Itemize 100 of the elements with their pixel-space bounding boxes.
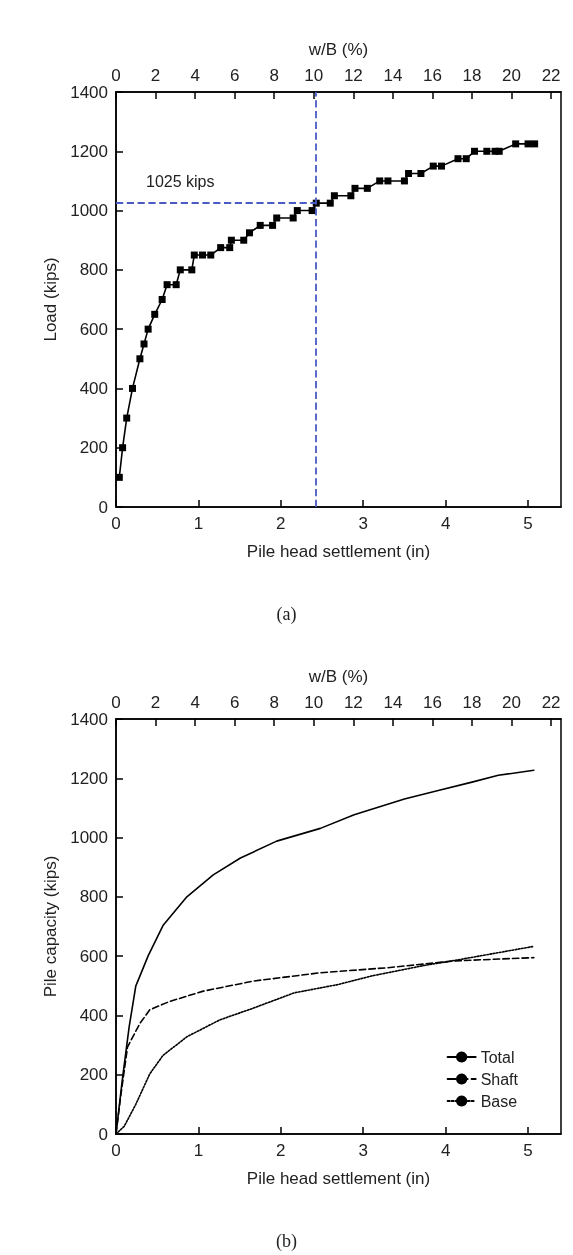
x2-tick-label: 20 [502, 693, 522, 712]
x-tick-label: 5 [523, 1141, 533, 1160]
y-tick-label: 1200 [70, 768, 108, 788]
x2-tick-label: 12 [343, 693, 363, 712]
point [256, 221, 264, 229]
point [454, 155, 462, 163]
x2-tick-label: 0 [111, 693, 121, 712]
x2-tick-label: 4 [190, 66, 200, 85]
x-tick-label: 2 [276, 514, 286, 533]
point [207, 251, 215, 259]
x-tick-label: 0 [111, 1141, 121, 1160]
point [144, 325, 152, 333]
y-tick-label: 400 [79, 378, 108, 398]
point [217, 244, 225, 252]
y-axis-title: Pile capacity (kips) [41, 855, 61, 998]
point [326, 199, 334, 207]
y-tick-label: 0 [98, 497, 108, 517]
point [429, 162, 437, 170]
point [188, 266, 196, 274]
x2-tick-label: 12 [343, 66, 363, 85]
x2-tick-label: 6 [229, 693, 240, 712]
x2-axis-title: w/B (%) [307, 40, 369, 59]
y-tick-label: 1000 [70, 201, 108, 221]
x2-tick-label: 22 [541, 66, 561, 85]
x-tick-label: 2 [276, 1141, 286, 1160]
x-tick-label: 1 [193, 1141, 204, 1160]
point [384, 177, 392, 185]
x-tick-label: 5 [523, 514, 533, 533]
y-tick-label: 200 [79, 438, 108, 458]
x-tick-label: 3 [358, 514, 368, 533]
y-tick-label: 0 [98, 1124, 108, 1144]
x2-tick-label: 4 [190, 693, 200, 712]
x2-tick-label: 16 [422, 66, 442, 85]
x-axis-title: Pile head settlement (in) [246, 542, 431, 561]
point [163, 281, 171, 289]
point [293, 207, 301, 215]
y-tick-label: 800 [79, 260, 108, 280]
x2-tick-label: 0 [111, 66, 121, 85]
y-tick-label: 600 [79, 319, 108, 339]
point [227, 236, 235, 244]
point [512, 140, 520, 148]
y-tick-label: 1000 [70, 828, 108, 848]
point [136, 355, 144, 363]
point [289, 214, 297, 222]
point [240, 236, 248, 244]
point [151, 310, 159, 318]
point [226, 244, 234, 252]
x-tick-label: 0 [111, 514, 121, 533]
point [417, 170, 425, 178]
text: (b) [276, 1231, 298, 1252]
point [158, 296, 166, 303]
x2-tick-label: 16 [422, 693, 442, 712]
y-axis-title: Load (kips) [41, 257, 61, 342]
y-tick-label: 1200 [70, 141, 108, 161]
point [470, 147, 478, 155]
point [128, 384, 136, 392]
x2-tick-label: 18 [462, 66, 482, 85]
legend-label: Total [480, 1048, 515, 1066]
y-tick-label: 800 [79, 887, 108, 907]
x-tick-label: 4 [440, 514, 451, 533]
x2-axis-title: w/B (%) [307, 667, 369, 686]
x2-tick-label: 2 [150, 693, 161, 712]
point [483, 147, 491, 155]
point [115, 473, 123, 481]
x2-tick-label: 10 [304, 693, 324, 712]
x2-tick-label: 22 [541, 693, 561, 712]
y-tick-label: 600 [79, 946, 108, 966]
point [495, 147, 503, 155]
y-tick-label: 400 [79, 1005, 108, 1025]
y-tick-label: 1400 [70, 709, 108, 729]
point [462, 155, 470, 163]
point [400, 177, 408, 185]
point [269, 221, 277, 229]
y-tick-label: 200 [79, 1065, 108, 1085]
x2-tick-label: 18 [462, 693, 482, 712]
x2-tick-label: 14 [383, 693, 403, 712]
x2-tick-label: 14 [383, 66, 403, 85]
x2-tick-label: 8 [269, 66, 279, 85]
text: (a) [276, 604, 297, 625]
point [438, 162, 446, 170]
point [172, 281, 180, 289]
x-tick-label: 1 [193, 514, 204, 533]
x2-tick-label: 6 [229, 66, 240, 85]
point [140, 340, 148, 348]
point [199, 251, 207, 259]
point [176, 266, 184, 274]
x-tick-label: 3 [358, 1141, 368, 1160]
y-tick-label: 1400 [70, 82, 108, 102]
point [405, 170, 413, 178]
point [363, 184, 371, 192]
x2-tick-label: 2 [150, 66, 161, 85]
x2-tick-label: 8 [269, 693, 279, 712]
point [246, 229, 253, 237]
point [119, 444, 127, 452]
x-axis-title: Pile head settlement (in) [246, 1169, 431, 1188]
point [351, 184, 359, 192]
point [273, 214, 281, 222]
point [531, 140, 539, 148]
x2-tick-label: 20 [502, 66, 522, 85]
x-tick-label: 4 [440, 1141, 451, 1160]
